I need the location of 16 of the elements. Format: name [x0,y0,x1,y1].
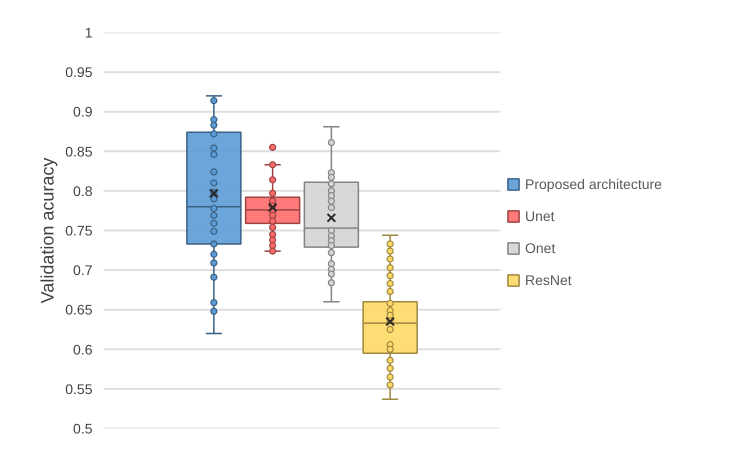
y-tick-label: 0.65 [65,302,93,318]
y-tick-label: 0.95 [65,64,93,80]
y-tick-label: 0.9 [73,104,93,120]
y-tick-label: 0.5 [73,420,93,436]
legend-label: Proposed architecture [525,175,662,194]
y-tick-label: 0.8 [73,182,93,199]
y-tick-label: 0.75 [65,222,93,238]
y-tick-label: 0.6 [73,341,93,358]
y-axis-title: Validation acuracy [37,158,58,304]
legend-label: Unet [525,207,555,226]
legend-label: Onet [525,239,556,258]
y-tick-label: 0.7 [73,262,93,278]
legend-label: ResNet [525,271,572,290]
y-tick-label: 1 [84,24,93,40]
y-tick-label: 0.85 [65,143,93,160]
y-tick-label: 0.55 [65,380,93,397]
